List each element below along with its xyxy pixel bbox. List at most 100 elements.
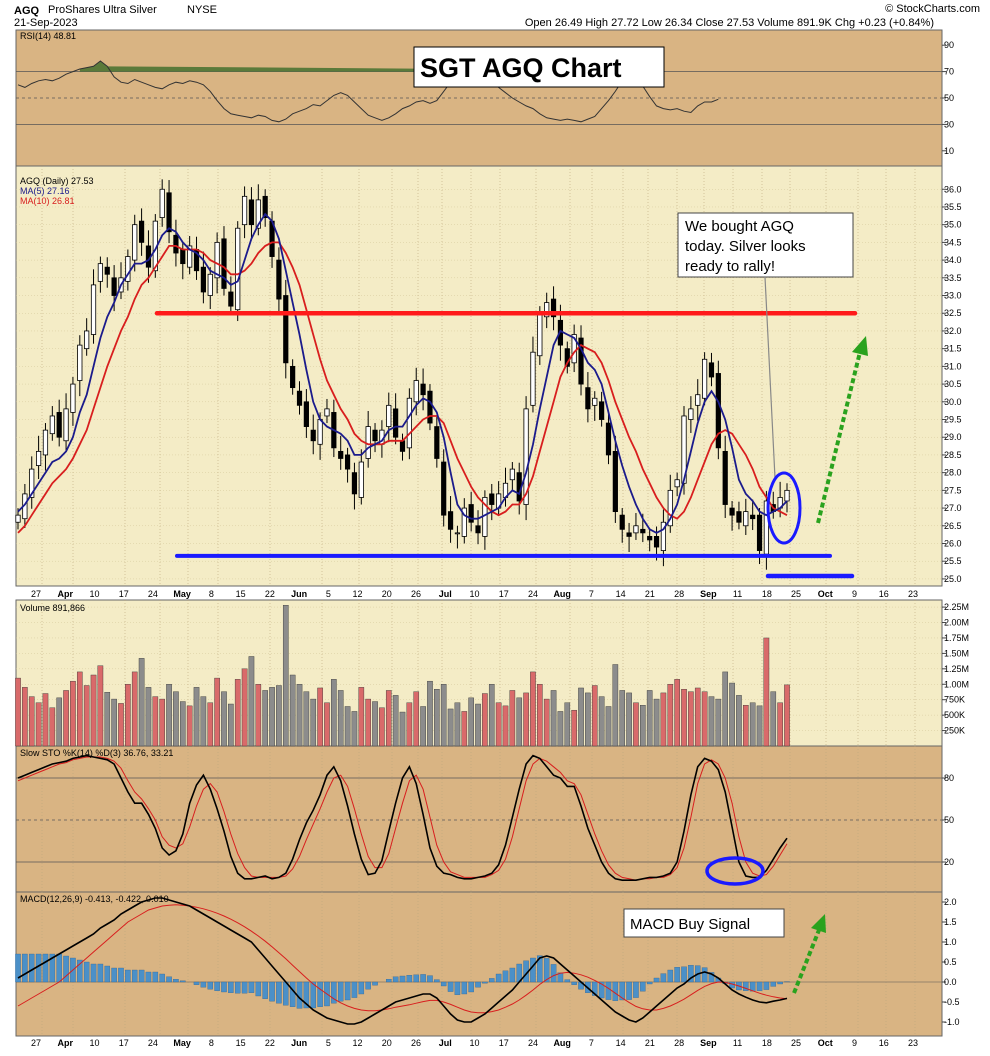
- volume-bar: [523, 693, 528, 746]
- volume-bar: [139, 658, 144, 746]
- candle-body: [249, 200, 253, 225]
- volume-bar: [153, 697, 158, 746]
- stochastic-tick-label: 50: [944, 815, 954, 825]
- candle-body: [339, 451, 343, 458]
- macd-histogram-bar: [661, 974, 666, 982]
- volume-bar: [187, 706, 192, 746]
- candle-body: [174, 235, 178, 253]
- exchange-text: NYSE: [187, 4, 217, 16]
- candle-body: [304, 402, 308, 427]
- volume-bar: [304, 692, 309, 746]
- candle-body: [84, 331, 88, 349]
- stochastic-tick-label: 80: [944, 773, 954, 783]
- candle-body: [606, 423, 610, 455]
- candle-body: [325, 409, 329, 416]
- macd-histogram-bar: [626, 982, 631, 1000]
- macd-histogram-bar: [352, 982, 357, 998]
- title-box-text: SGT AGQ Chart: [420, 53, 622, 83]
- macd-histogram-bar: [77, 960, 82, 982]
- volume-bar: [750, 703, 755, 746]
- macd-histogram-bar: [201, 982, 206, 987]
- volume-bar: [318, 688, 323, 746]
- volume-bar: [36, 703, 41, 746]
- macd-histogram-bar: [153, 972, 158, 982]
- volume-bar: [441, 684, 446, 746]
- macd-histogram-bar: [290, 982, 295, 1007]
- volume-bar: [729, 683, 734, 746]
- macd-tick-label: 0.0: [944, 977, 957, 987]
- candle-body: [373, 430, 377, 441]
- candle-body: [112, 278, 116, 296]
- volume-tick-label: 250K: [944, 726, 965, 736]
- volume-bar: [537, 684, 542, 746]
- volume-bar: [599, 697, 604, 746]
- candle-body: [744, 512, 748, 526]
- x-label-top: 14: [616, 589, 626, 599]
- macd-histogram-bar: [263, 982, 268, 999]
- candle-body: [634, 526, 638, 533]
- price-tick-label: 34.0: [944, 255, 962, 265]
- rsi-tick-label: 70: [944, 67, 954, 77]
- volume-bar: [503, 706, 508, 746]
- x-label-top: Aug: [553, 589, 571, 599]
- volume-bar: [647, 690, 652, 746]
- x-label-top: 17: [119, 589, 129, 599]
- macd-histogram-bar: [654, 978, 659, 982]
- macd-histogram-bar: [640, 982, 645, 991]
- candle-body: [71, 384, 75, 412]
- volume-bar: [215, 678, 220, 746]
- volume-bar: [173, 692, 178, 746]
- volume-bar: [324, 703, 329, 746]
- x-label-bottom: 24: [148, 1038, 158, 1048]
- volume-bar: [420, 706, 425, 746]
- volume-tick-label: 1.25M: [944, 664, 969, 674]
- candle-body: [229, 292, 233, 306]
- macd-histogram-bar: [496, 974, 501, 982]
- rsi-tick-label: 30: [944, 119, 954, 129]
- candle-body: [352, 473, 356, 494]
- macd-histogram-bar: [215, 982, 220, 991]
- macd-histogram-bar: [84, 962, 89, 982]
- volume-bar: [668, 684, 673, 746]
- candle-body: [490, 494, 494, 505]
- date-text: 21-Sep-2023: [14, 17, 78, 29]
- x-label-top: 20: [382, 589, 392, 599]
- candle-body: [709, 363, 713, 377]
- volume-bar: [91, 675, 96, 746]
- x-label-top: 10: [469, 589, 479, 599]
- volume-bar: [427, 681, 432, 746]
- price-tick-label: 27.5: [944, 485, 962, 495]
- candle-body: [359, 462, 363, 497]
- x-label-bottom: 20: [382, 1038, 392, 1048]
- x-label-bottom: 15: [236, 1038, 246, 1048]
- volume-bar: [242, 669, 247, 746]
- macd-histogram-bar: [194, 982, 199, 985]
- macd-histogram-bar: [764, 982, 769, 990]
- volume-bar: [448, 709, 453, 746]
- price-tick-label: 36.0: [944, 184, 962, 194]
- macd-histogram-bar: [702, 968, 707, 982]
- x-label-top: May: [173, 589, 191, 599]
- macd-tick-label: 0.5: [944, 957, 957, 967]
- volume-bar: [15, 678, 20, 746]
- volume-bar: [228, 704, 233, 746]
- volume-bar: [166, 684, 171, 746]
- candle-body: [400, 441, 404, 452]
- macd-histogram-bar: [427, 976, 432, 982]
- x-label-top: Oct: [818, 589, 833, 599]
- x-label-bottom: 5: [326, 1038, 331, 1048]
- macd-histogram-bar: [228, 982, 233, 993]
- candle-body: [393, 409, 397, 437]
- x-label-top: Apr: [57, 589, 73, 599]
- volume-bar: [640, 705, 645, 746]
- macd-histogram-bar: [372, 982, 377, 985]
- x-label-bottom: 10: [89, 1038, 99, 1048]
- macd-histogram-bar: [469, 982, 474, 992]
- candle-body: [78, 345, 82, 380]
- price-tick-label: 34.5: [944, 237, 962, 247]
- volume-bar: [626, 693, 631, 746]
- price-tick-label: 25.0: [944, 574, 962, 584]
- x-label-top: 9: [852, 589, 857, 599]
- candle-body: [57, 412, 61, 437]
